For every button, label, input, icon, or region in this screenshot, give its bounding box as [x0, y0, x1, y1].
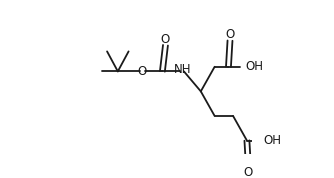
Text: O: O	[138, 65, 147, 78]
Text: OH: OH	[264, 134, 282, 147]
Text: O: O	[161, 33, 170, 46]
Text: NH: NH	[174, 63, 191, 76]
Text: O: O	[225, 28, 234, 41]
Text: OH: OH	[245, 60, 264, 73]
Text: O: O	[244, 166, 253, 178]
